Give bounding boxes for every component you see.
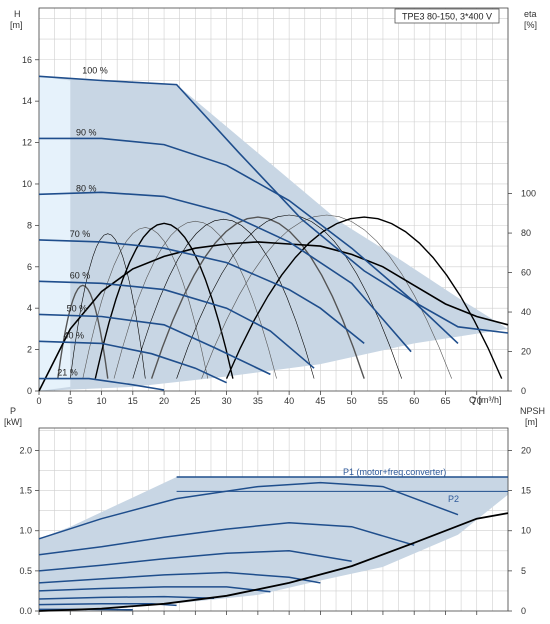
y-tick-label: 0.5: [19, 566, 32, 576]
y-tick-label: 8: [27, 220, 32, 230]
operating-envelope: [39, 477, 508, 611]
head-curve: [38, 191, 412, 353]
y-tick-label: 2: [27, 345, 32, 355]
y2-tick-label: 20: [521, 347, 531, 357]
npsh-axis-title-line2: [m]: [525, 417, 538, 427]
head-curve: [38, 75, 509, 334]
title-box-frame: [394, 8, 500, 24]
head-curve: [38, 239, 365, 345]
y-tick-label: 4: [27, 303, 32, 313]
title-box: TPE3 80-150, 3*400 V: [394, 8, 500, 24]
y2-tick-label: 60: [521, 268, 531, 278]
efficiency-curve: [150, 216, 365, 379]
speed-label: 21 %: [57, 368, 78, 378]
x-tick-label: 0: [36, 396, 41, 406]
x-tick-label: 70: [472, 396, 482, 406]
y-tick-label: 6: [27, 262, 32, 272]
head-curve: [38, 280, 315, 369]
power-curve: [38, 586, 271, 593]
p2-legend-label: P2: [448, 494, 459, 504]
efficiency-curve: [201, 214, 452, 379]
power-axis-title-line2: [kW]: [4, 417, 22, 427]
speed-label: 100 %: [82, 65, 108, 75]
head-axis-title-line2: [m]: [10, 20, 23, 30]
y-tick-label: 1.5: [19, 486, 32, 496]
eta-axis-title-line2: [%]: [524, 20, 537, 30]
y-tick-label: 1.0: [19, 526, 32, 536]
efficiency-curve: [176, 214, 402, 379]
power-curve: [38, 521, 415, 556]
head-curve: [39, 377, 165, 391]
y2-tick-label: 0: [521, 386, 526, 396]
x-tick-label: 55: [378, 396, 388, 406]
y2-tick-label: 100: [521, 189, 536, 199]
efficiency-curve: [94, 222, 234, 379]
head-axis-title-line1: H: [14, 9, 21, 19]
y2-tick-label: 15: [521, 486, 531, 496]
speed-label: 50 %: [67, 303, 88, 313]
y2-tick-label: 5: [521, 566, 526, 576]
p1-legend-label: P1 (motor+freq.converter): [343, 467, 446, 477]
efficiency-curve: [132, 218, 315, 379]
flow-axis-title: Q [m³/h]: [469, 395, 502, 405]
x-tick-label: 10: [97, 396, 107, 406]
eta-axis-title-line1: eta: [524, 9, 537, 19]
operating-envelope: [39, 76, 508, 392]
y-tick-label: 0: [27, 386, 32, 396]
power-curve: [38, 571, 321, 584]
y-tick-label: 0.0: [19, 606, 32, 616]
plot-frame: [38, 427, 509, 612]
power-curve: [38, 550, 352, 572]
x-tick-label: 30: [222, 396, 232, 406]
envelope-light-zone: [39, 76, 71, 392]
speed-label: 60 %: [70, 270, 91, 280]
efficiency-curve: [70, 233, 146, 379]
y2-tick-label: 80: [521, 228, 531, 238]
x-tick-label: 15: [128, 396, 138, 406]
speed-label: 80 %: [76, 183, 97, 193]
x-tick-label: 5: [68, 396, 73, 406]
head-curve: [38, 340, 227, 384]
speed-label: 40 %: [64, 330, 85, 340]
y2-tick-label: 10: [521, 526, 531, 536]
head-efficiency-panel: 0 2 4 6 8 10 12 14 16 0 20 40 60 80 100 0 5 10 15 20 25 30 35 4…: [22, 7, 536, 406]
head-curve: [39, 137, 459, 344]
pump-model-label: TPE3 80-150, 3*400 V: [402, 12, 492, 22]
x-tick-label: 50: [347, 396, 357, 406]
plot-frame: [38, 7, 509, 392]
efficiency-curve: [113, 220, 277, 379]
power-axis-title-line1: P: [10, 406, 16, 416]
efficiency-curve: [225, 216, 503, 379]
y2-tick-label: 40: [521, 307, 531, 317]
power-curve: [38, 595, 215, 600]
y-tick-label: 2.0: [19, 445, 32, 455]
speed-label: 70 %: [70, 229, 91, 239]
efficiency-curve-max: [38, 241, 509, 392]
x-tick-label: 60: [409, 396, 419, 406]
efficiency-curve: [57, 284, 109, 379]
efficiency-curve: [82, 227, 209, 379]
power-npsh-panel: 0.0 0.5 1.0 1.5 2.0 0 5 10 15 20: [19, 427, 531, 616]
npsh-axis-title-line1: NPSH: [520, 406, 545, 416]
y2-tick-label: 20: [521, 445, 531, 455]
npsh-curve: [38, 512, 509, 612]
x-tick-label: 20: [159, 396, 169, 406]
x-tick-label: 35: [253, 396, 263, 406]
y2-tick-label: 0: [521, 606, 526, 616]
power-curve: [38, 481, 459, 540]
head-curve: [38, 313, 271, 376]
x-tick-label: 65: [440, 396, 450, 406]
y-tick-label: 10: [22, 179, 32, 189]
y-tick-label: 14: [22, 96, 32, 106]
x-tick-label: 45: [315, 396, 325, 406]
x-tick-label: 40: [284, 396, 294, 406]
speed-label: 90 %: [76, 127, 97, 137]
x-tick-label: 25: [190, 396, 200, 406]
y-tick-label: 16: [22, 55, 32, 65]
y-tick-label: 12: [22, 138, 32, 148]
